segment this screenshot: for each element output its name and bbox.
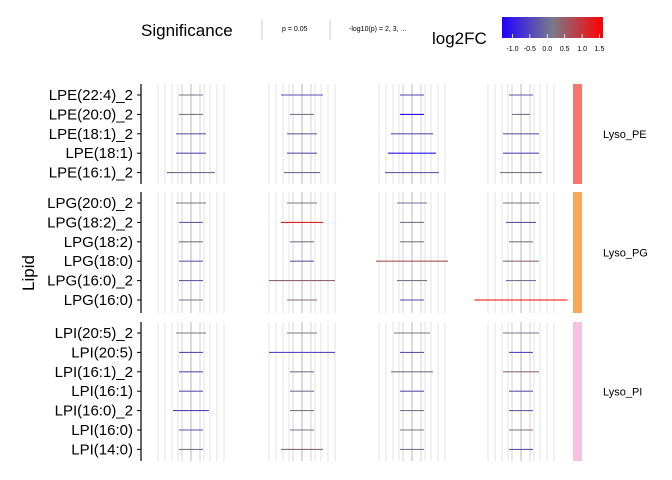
facet-strip-label: Lyso_PE <box>603 129 647 141</box>
lipid-label: LPI(16:1) <box>71 383 133 400</box>
facet-strip <box>573 322 582 461</box>
log2fc-legend-title: log2FC <box>432 29 487 48</box>
lipid-label: LPG(18:0) <box>64 253 133 270</box>
facet-strip <box>573 84 582 184</box>
lipid-label: LPI(20:5) <box>71 344 133 361</box>
log2fc-tick-label: 1.5 <box>595 46 605 53</box>
lipid-label: LPI(16:0) <box>71 422 133 439</box>
significance-item-log10p: -log10(p) = 2, 3, ... <box>349 26 406 33</box>
lipid-label: LPE(18:1)_2 <box>49 126 133 143</box>
log2fc-tick-label: 1.0 <box>577 46 587 53</box>
lipid-label: LPG(18:2) <box>64 234 133 251</box>
lipid-label: LPI(20:5)_2 <box>55 325 133 342</box>
significance-legend: Significance p = 0.05 -log10(p) = 2, 3, … <box>141 20 406 40</box>
lipid-label: LPG(16:0) <box>64 292 133 309</box>
lipid-label: LPI(14:0) <box>71 441 133 458</box>
facet-lyso-pi: LPI(20:5)_2 LPI(20:5) LPI(16:1)_2 LPI(16:1)… <box>55 322 642 461</box>
significance-legend-title: Significance <box>141 21 233 40</box>
lipid-label: LPG(20:0)_2 <box>47 195 133 212</box>
lipid-label: LPG(16:0)_2 <box>47 273 133 290</box>
facet-lyso-pg: LPG(20:0)_2 LPG(18:2)_2 LPG(18:2) LPG(18:0)… <box>47 192 648 313</box>
lipid-label: LPG(18:2)_2 <box>47 214 133 231</box>
lipid-label: LPE(22:4)_2 <box>49 87 133 104</box>
log2fc-colorbar <box>502 17 603 38</box>
facet-strip-label: Lyso_PI <box>603 387 642 399</box>
facet-strip <box>573 192 582 313</box>
significance-item-p05: p = 0.05 <box>282 26 308 33</box>
log2fc-tick-label: -0.5 <box>524 46 536 53</box>
lipid-label: LPI(16:1)_2 <box>55 364 133 381</box>
lipid-label: LPE(20:0)_2 <box>49 106 133 123</box>
lipid-label: LPI(16:0)_2 <box>55 403 133 420</box>
log2fc-tick-label: -1.0 <box>506 46 518 53</box>
facet-lyso-pe: LPE(22:4)_2 LPE(20:0)_2 LPE(18:1)_2 LPE(18:… <box>49 84 647 184</box>
log2fc-tick-label: 0.5 <box>560 46 570 53</box>
facet-strip-label: Lyso_PG <box>603 248 648 260</box>
lipid-label: LPE(16:1)_2 <box>49 165 133 182</box>
log2fc-tick-label: 0.0 <box>542 46 552 53</box>
y-axis-title: Lipid <box>19 255 38 291</box>
plot-panels: LPE(22:4)_2 LPE(20:0)_2 LPE(18:1)_2 LPE(18:… <box>47 84 648 461</box>
lipid-label: LPE(18:1) <box>65 145 133 162</box>
log2fc-color-legend: log2FC -1.0 -0.5 0.0 0.5 1.0 1.5 <box>432 17 604 53</box>
